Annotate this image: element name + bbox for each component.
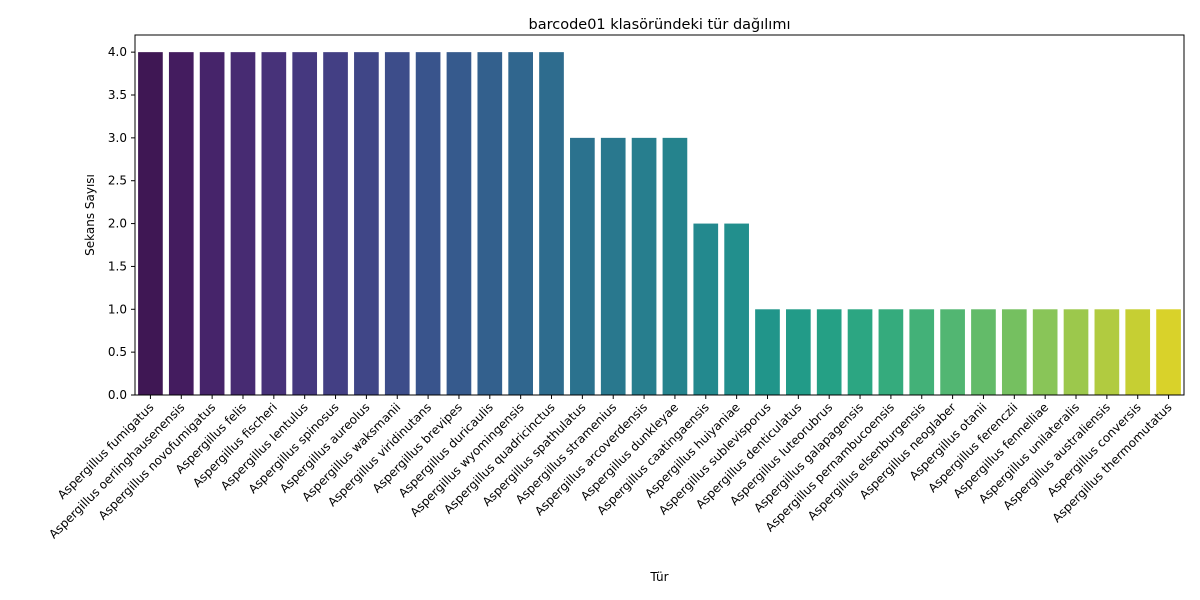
bar-1	[168, 52, 194, 395]
bar-16	[631, 137, 657, 396]
x-tick-label-2: Aspergillus novofumigatus	[96, 400, 219, 523]
bar-6	[323, 52, 348, 395]
bar-5	[292, 52, 318, 395]
y-tick-label-1: 0.5	[108, 345, 127, 359]
bar-8	[384, 52, 410, 395]
bar-28	[1001, 309, 1027, 395]
bar-33	[1156, 309, 1181, 395]
bar-27	[971, 309, 996, 395]
y-tick-label-3: 1.5	[108, 259, 127, 273]
bar-17	[662, 137, 688, 396]
bar-25	[909, 309, 935, 395]
bar-26	[940, 309, 965, 395]
bar-19	[724, 223, 749, 395]
chart-title: barcode01 klasöründeki tür dağılımı	[529, 17, 791, 33]
bar-29	[1032, 309, 1058, 395]
bar-30	[1063, 309, 1089, 395]
bar-24	[878, 309, 904, 395]
y-tick-label-0: 0.0	[108, 388, 127, 402]
bar-31	[1094, 309, 1120, 395]
y-tick-label-7: 3.5	[108, 88, 127, 102]
y-axis-title: Sekans Sayısı	[83, 174, 97, 256]
bar-15	[600, 137, 626, 396]
bar-13	[539, 52, 564, 395]
bar-32	[1125, 309, 1151, 395]
bar-3	[230, 52, 256, 395]
bars-group	[138, 52, 1181, 396]
y-tick-label-2: 1.0	[108, 302, 127, 316]
y-tick-label-5: 2.5	[108, 174, 127, 188]
bar-10	[446, 52, 472, 395]
bar-0	[138, 52, 163, 395]
bar-18	[693, 223, 719, 395]
y-tick-label-6: 3.0	[108, 131, 127, 145]
y-axis: 0.0 0.5 1.0 1.5 2.0 2.5 3.0 3.5 4.0	[108, 45, 135, 402]
bar-12	[508, 52, 533, 395]
plot-frame	[134, 34, 1185, 396]
x-axis-title: Tür	[649, 570, 668, 584]
x-tick-label-1: Aspergillus oerlinghausenensis	[46, 400, 187, 541]
bar-23	[847, 309, 873, 395]
bar-20	[755, 309, 780, 395]
bar-14	[570, 137, 595, 396]
y-tick-label-4: 2.0	[108, 217, 127, 231]
bar-22	[816, 309, 842, 395]
bar-11	[477, 52, 503, 395]
bar-7	[354, 52, 379, 395]
bar-2	[199, 52, 225, 395]
y-tick-label-8: 4.0	[108, 45, 127, 59]
bar-21	[786, 309, 811, 395]
bar-9	[415, 52, 441, 395]
bar-4	[261, 52, 287, 395]
